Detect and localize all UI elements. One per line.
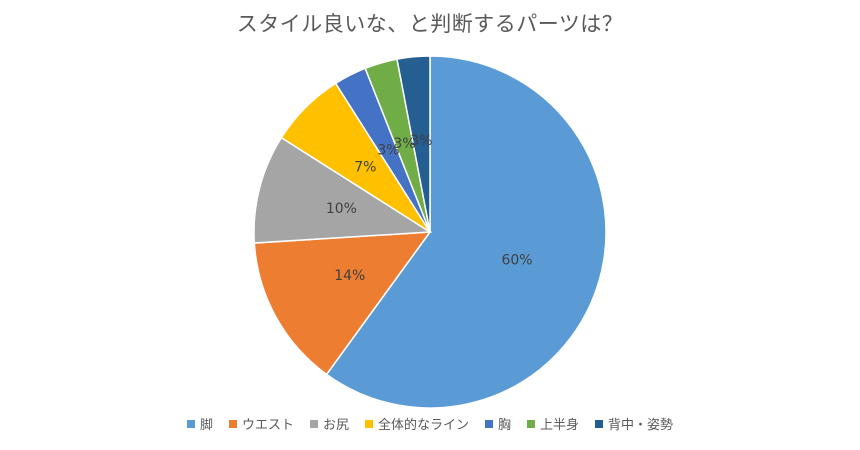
legend-item-2: ウエスト [228, 414, 294, 433]
legend-swatch [595, 419, 604, 428]
chart-legend: 脚 ウエスト お尻 全体的なライン 胸 上半身 背中・姿勢 [0, 414, 860, 433]
pie-slice-3 [253, 136, 433, 244]
legend-label: 上半身 [540, 418, 580, 433]
legend-swatch [527, 419, 536, 428]
legend-item-7: 背中・姿勢 [595, 414, 673, 433]
legend-swatch [186, 419, 195, 428]
legend-swatch [485, 419, 493, 428]
data-label-2: 14% [334, 268, 365, 284]
pie-slice-2 [253, 231, 432, 376]
legend-label: お尻 [322, 418, 349, 433]
data-label-1: 60% [501, 252, 532, 268]
legend-item-5: 胸 [485, 414, 511, 433]
pie-slice-1 [325, 55, 607, 409]
data-label-5: 3% [377, 143, 399, 159]
legend-label: 背中・姿勢 [608, 418, 674, 433]
data-label-4: 7% [354, 159, 376, 175]
legend-label: ウエスト [241, 418, 294, 433]
legend-label: 全体的なライン [377, 418, 469, 433]
data-label-3: 10% [326, 201, 357, 217]
data-label-7: 3% [410, 133, 432, 149]
chart-title: スタイル良いな、と判断するパーツは？ [236, 12, 624, 36]
data-label-6: 3% [393, 136, 415, 152]
legend-item-6: 上半身 [527, 414, 579, 433]
legend-label: 脚 [199, 418, 213, 433]
legend-item-3: お尻 [309, 414, 349, 433]
legend-swatch [228, 419, 237, 428]
legend-item-1: 脚 [186, 414, 213, 433]
legend-swatch [309, 419, 318, 428]
legend-item-4: 全体的なライン [364, 414, 469, 433]
legend-swatch [364, 419, 373, 428]
legend-label: 胸 [498, 418, 512, 433]
pie-slice-7 [396, 55, 431, 233]
